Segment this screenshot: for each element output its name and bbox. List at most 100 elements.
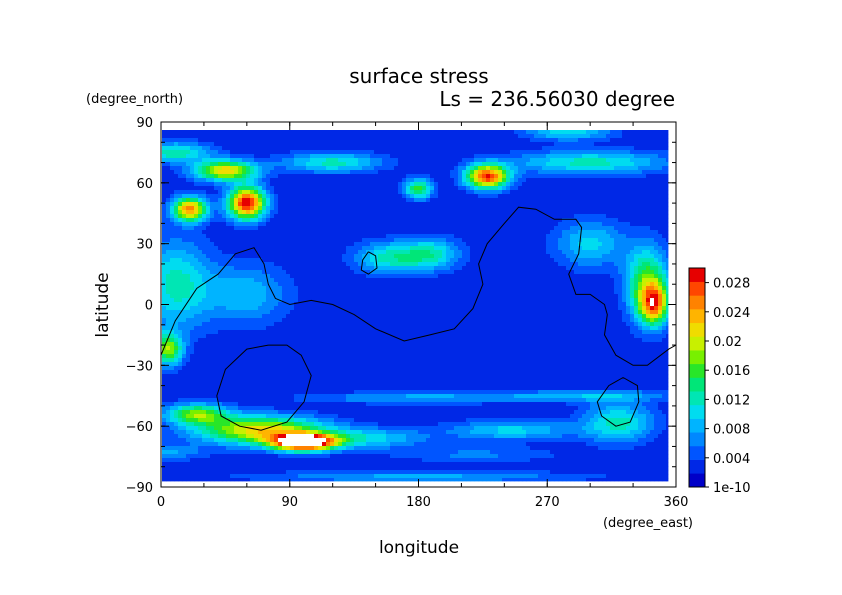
- field-cell: [346, 178, 351, 183]
- field-cell: [386, 162, 391, 167]
- field-cell: [534, 202, 539, 207]
- field-cell: [598, 166, 603, 171]
- field-cell: [382, 158, 387, 163]
- field-cell: [554, 278, 559, 283]
- field-cell: [458, 162, 463, 167]
- field-cell: [166, 154, 171, 159]
- field-cell: [302, 198, 307, 203]
- field-cell: [546, 222, 551, 227]
- field-cell: [594, 262, 599, 267]
- field-cell: [290, 178, 295, 183]
- field-cell: [326, 162, 331, 167]
- field-cell: [386, 142, 391, 147]
- field-cell: [366, 238, 371, 243]
- field-cell: [242, 254, 247, 259]
- field-cell: [386, 150, 391, 155]
- field-cell: [250, 226, 255, 231]
- field-cell: [390, 214, 395, 219]
- field-cell: [206, 154, 211, 159]
- field-cell: [522, 154, 527, 159]
- field-cell: [582, 262, 587, 267]
- field-cell: [590, 158, 595, 163]
- field-cell: [638, 162, 643, 167]
- field-cell: [274, 254, 279, 259]
- field-cell: [358, 262, 363, 267]
- field-cell: [658, 206, 663, 211]
- field-cell: [194, 234, 199, 239]
- field-cell: [302, 238, 307, 243]
- field-cell: [294, 234, 299, 239]
- field-cell: [342, 150, 347, 155]
- field-cell: [418, 158, 423, 163]
- field-cell: [398, 242, 403, 247]
- field-cell: [642, 154, 647, 159]
- field-cell: [286, 242, 291, 247]
- field-cell: [182, 182, 187, 187]
- field-cell: [298, 250, 303, 255]
- field-cell: [334, 250, 339, 255]
- field-cell: [450, 186, 455, 191]
- field-cell: [426, 238, 431, 243]
- field-cell: [470, 186, 475, 191]
- field-cell: [374, 186, 379, 191]
- field-cell: [178, 282, 183, 287]
- field-cell: [494, 130, 499, 135]
- field-cell: [246, 174, 251, 179]
- field-cell: [262, 230, 267, 235]
- field-cell: [234, 154, 239, 159]
- field-cell: [318, 178, 323, 183]
- field-cell: [446, 262, 451, 267]
- field-cell: [366, 270, 371, 275]
- field-cell: [498, 178, 503, 183]
- field-cell: [646, 194, 651, 199]
- field-cell: [510, 170, 515, 175]
- field-cell: [582, 246, 587, 251]
- field-cell: [394, 278, 399, 283]
- field-cell: [646, 162, 651, 167]
- field-cell: [522, 182, 527, 187]
- field-cell: [330, 166, 335, 171]
- field-cell: [530, 138, 535, 143]
- field-cell: [402, 218, 407, 223]
- field-cell: [366, 174, 371, 179]
- field-cell: [342, 190, 347, 195]
- field-cell: [390, 234, 395, 239]
- field-cell: [442, 150, 447, 155]
- field-cell: [666, 194, 669, 199]
- field-cell: [330, 190, 335, 195]
- field-cell: [406, 242, 411, 247]
- field-cell: [322, 222, 327, 227]
- field-cell: [230, 158, 235, 163]
- field-cell: [210, 202, 215, 207]
- field-cell: [270, 198, 275, 203]
- field-cell: [482, 170, 487, 175]
- field-cell: [210, 190, 215, 195]
- field-cell: [506, 278, 511, 283]
- field-cell: [358, 218, 363, 223]
- field-cell: [566, 238, 571, 243]
- field-cell: [482, 198, 487, 203]
- field-cell: [470, 162, 475, 167]
- field-cell: [394, 190, 399, 195]
- field-cell: [522, 170, 527, 175]
- field-cell: [554, 198, 559, 203]
- field-cell: [390, 258, 395, 263]
- field-cell: [334, 226, 339, 231]
- field-cell: [386, 266, 391, 271]
- field-cell: [594, 134, 599, 139]
- field-cell: [558, 254, 563, 259]
- field-cell: [454, 174, 459, 179]
- field-cell: [462, 142, 467, 147]
- field-cell: [642, 210, 647, 215]
- field-cell: [578, 258, 583, 263]
- field-cell: [162, 154, 167, 159]
- field-cell: [194, 222, 199, 227]
- field-cell: [530, 130, 535, 135]
- field-cell: [514, 162, 519, 167]
- field-cell: [358, 190, 363, 195]
- field-cell: [342, 234, 347, 239]
- field-cell: [650, 190, 655, 195]
- field-cell: [246, 170, 251, 175]
- field-cell: [178, 138, 183, 143]
- field-cell: [558, 150, 563, 155]
